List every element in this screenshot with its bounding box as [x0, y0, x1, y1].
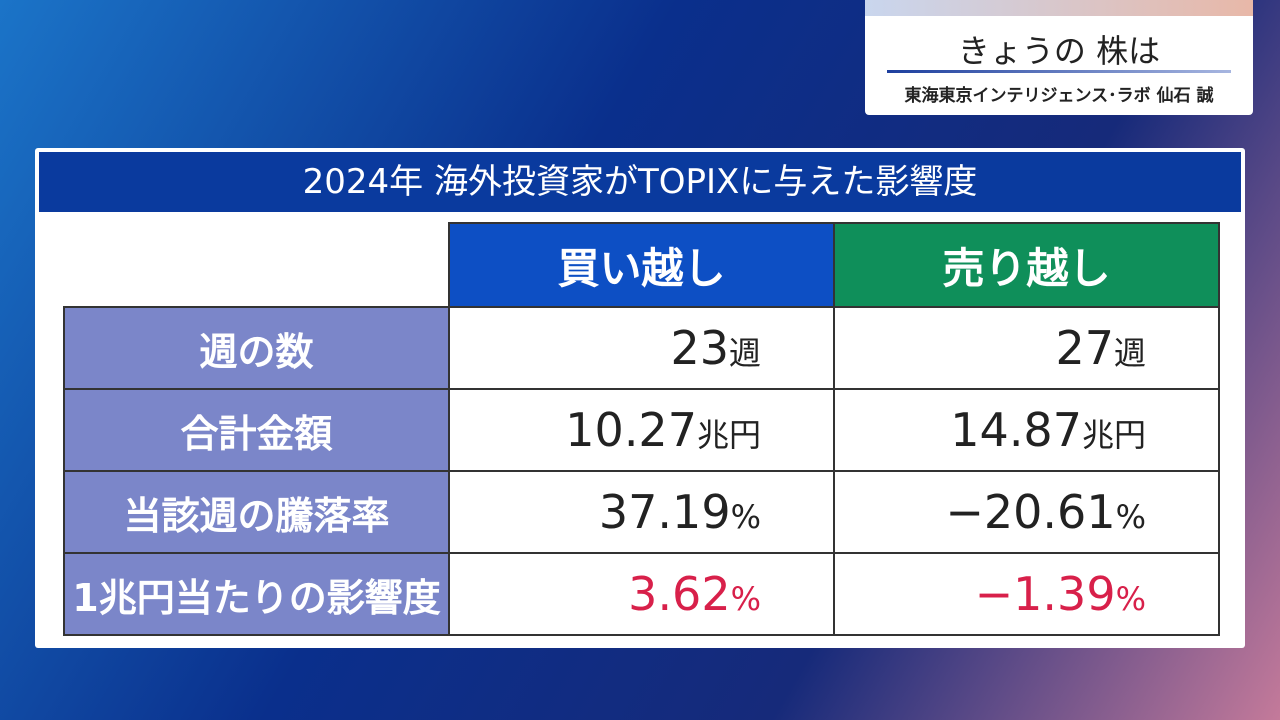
row: 週の数 23週 27週 — [63, 306, 1220, 390]
box-strip — [865, 0, 1253, 16]
cell-unit: % — [730, 580, 761, 618]
cell: 14.87兆円 — [833, 388, 1220, 472]
row-label: 合計金額 — [63, 388, 450, 472]
panel: 2024年 海外投資家がTOPIXに与えた影響度 買い越し 売り越し 週の数 23週 2… — [35, 148, 1245, 648]
cell: −1.39% — [833, 552, 1220, 636]
cell: 10.27兆円 — [448, 388, 835, 472]
column-header: 売り越し — [833, 222, 1220, 308]
cell-unit: % — [730, 498, 761, 536]
cell: 23週 — [448, 306, 835, 390]
cell-value: −1.39 — [974, 567, 1116, 621]
cell-value: 37.19 — [598, 485, 731, 539]
header-row: 買い越し 売り越し — [64, 222, 1220, 308]
cell: 3.62% — [448, 552, 835, 636]
cell: 37.19% — [448, 470, 835, 554]
row-label: 当該週の騰落率 — [63, 470, 450, 554]
row-label: 週の数 — [63, 306, 450, 390]
program-box: きょうの 株は 東海東京インテリジェンス･ラボ 仙石 誠 — [865, 0, 1253, 115]
column-header: 買い越し — [448, 222, 835, 308]
row: 合計金額 10.27兆円 14.87兆円 — [63, 388, 1220, 472]
corner — [64, 223, 449, 307]
table-title: 2024年 海外投資家がTOPIXに与えた影響度 — [39, 152, 1241, 212]
presenter: 東海東京インテリジェンス･ラボ 仙石 誠 — [904, 86, 1214, 106]
cell-value: 10.27 — [565, 403, 697, 457]
cell-value: 23 — [670, 321, 729, 375]
row-label: 1兆円当たりの影響度 — [63, 552, 450, 636]
cell-unit: 週 — [1113, 334, 1146, 372]
cell-unit: % — [1115, 580, 1146, 618]
cell-value: 3.62 — [628, 567, 731, 621]
cell: −20.61% — [833, 470, 1220, 554]
row: 当該週の騰落率 37.19% −20.61% — [63, 470, 1220, 554]
row: 1兆円当たりの影響度 3.62% −1.39% — [63, 552, 1220, 636]
divider — [887, 70, 1231, 73]
program-title: きょうの 株は — [957, 32, 1161, 70]
cell-unit: 週 — [728, 334, 761, 372]
cell-unit: % — [1115, 498, 1146, 536]
cell: 27週 — [833, 306, 1220, 390]
table: 買い越し 売り越し 週の数 23週 27週 合計金額 10.27兆円 14.87兆円 当該週の騰… — [63, 222, 1220, 636]
cell-unit: 兆円 — [696, 416, 761, 454]
cell-unit: 兆円 — [1081, 416, 1146, 454]
cell-value: −20.61 — [945, 485, 1116, 539]
cell-value: 14.87 — [950, 403, 1082, 457]
cell-value: 27 — [1055, 321, 1114, 375]
